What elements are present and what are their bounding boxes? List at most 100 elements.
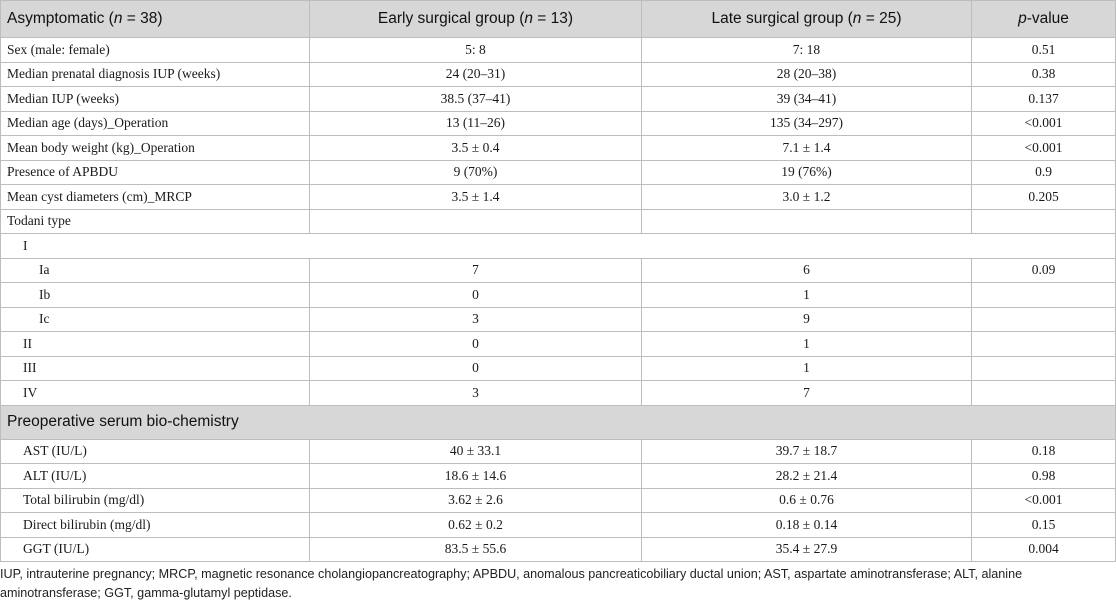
row-label: Ia [0,257,310,283]
early-value: 24 (20–31) [309,61,642,87]
late-value: 19 (76%) [641,159,972,185]
row-label: Presence of APBDU [0,159,310,185]
p-value [971,380,1116,406]
late-value [641,208,972,234]
row-label-todani-i: I [0,233,1116,259]
late-value: 39.7 ± 18.7 [641,438,972,464]
row-label: Ib [0,282,310,308]
table-row: Sex (male: female) 5: 8 7: 18 0.51 [0,37,1116,63]
table-row: Median prenatal diagnosis IUP (weeks) 24… [0,61,1116,87]
late-value: 39 (34–41) [641,86,972,112]
row-label: GGT (IU/L) [0,536,310,562]
section-title: Preoperative serum bio-chemistry [0,404,1116,440]
section-header-row: Preoperative serum bio-chemistry [0,404,1116,440]
table-row: Median age (days)_Operation 13 (11–26) 1… [0,110,1116,136]
table-row: Total bilirubin (mg/dl) 3.62 ± 2.6 0.6 ±… [0,487,1116,513]
p-value: 0.205 [971,184,1116,210]
late-value: 3.0 ± 1.2 [641,184,972,210]
p-value [971,282,1116,308]
late-value: 0.6 ± 0.76 [641,487,972,513]
early-value: 40 ± 33.1 [309,438,642,464]
data-table: Asymptomatic (n = 38) Early surgical gro… [0,0,1116,562]
p-value: 0.98 [971,463,1116,489]
table-row: Todani type [0,208,1116,234]
p-value [971,355,1116,381]
table-row: Direct bilirubin (mg/dl) 0.62 ± 0.2 0.18… [0,512,1116,538]
row-label: AST (IU/L) [0,438,310,464]
row-label: III [0,355,310,381]
early-value: 13 (11–26) [309,110,642,136]
table-header: Asymptomatic (n = 38) Early surgical gro… [0,0,1116,38]
table-row: Mean body weight (kg)_Operation 3.5 ± 0.… [0,135,1116,161]
table-row: Mean cyst diameters (cm)_MRCP 3.5 ± 1.4 … [0,184,1116,210]
early-value: 3.5 ± 1.4 [309,184,642,210]
p-value: 0.38 [971,61,1116,87]
late-value: 28 (20–38) [641,61,972,87]
early-value: 3.62 ± 2.6 [309,487,642,513]
early-value: 3 [309,306,642,332]
p-value [971,306,1116,332]
p-value: <0.001 [971,110,1116,136]
late-value: 135 (34–297) [641,110,972,136]
p-value: 0.004 [971,536,1116,562]
late-value: 9 [641,306,972,332]
p-value [971,331,1116,357]
table-body: Sex (male: female) 5: 8 7: 18 0.51 Media… [0,37,1116,562]
p-value: 0.137 [971,86,1116,112]
row-label: Mean cyst diameters (cm)_MRCP [0,184,310,210]
p-value: <0.001 [971,487,1116,513]
row-label: IV [0,380,310,406]
row-label: II [0,331,310,357]
header-early-surgical-group: Early surgical group (n = 13) [309,0,642,38]
early-value: 5: 8 [309,37,642,63]
early-value: 0.62 ± 0.2 [309,512,642,538]
p-value: 0.09 [971,257,1116,283]
early-value: 0 [309,355,642,381]
early-value [309,208,642,234]
late-value: 0.18 ± 0.14 [641,512,972,538]
table-row: Ia 7 6 0.09 [0,257,1116,283]
late-value: 28.2 ± 21.4 [641,463,972,489]
row-label-todani-type: Todani type [0,208,310,234]
p-value: 0.51 [971,37,1116,63]
table-row: IV 3 7 [0,380,1116,406]
early-value: 3 [309,380,642,406]
table-row: II 0 1 [0,331,1116,357]
row-label: Median IUP (weeks) [0,86,310,112]
row-label: ALT (IU/L) [0,463,310,489]
header-p-value: p-value [971,0,1116,38]
table-row: Median IUP (weeks) 38.5 (37–41) 39 (34–4… [0,86,1116,112]
row-label: Sex (male: female) [0,37,310,63]
late-value: 7 [641,380,972,406]
late-value: 1 [641,282,972,308]
late-value: 6 [641,257,972,283]
p-value: 0.9 [971,159,1116,185]
p-value: 0.18 [971,438,1116,464]
row-label: Total bilirubin (mg/dl) [0,487,310,513]
row-label: Ic [0,306,310,332]
early-value: 18.6 ± 14.6 [309,463,642,489]
row-label: Direct bilirubin (mg/dl) [0,512,310,538]
table-container: Asymptomatic (n = 38) Early surgical gro… [0,0,1116,600]
early-value: 3.5 ± 0.4 [309,135,642,161]
early-value: 83.5 ± 55.6 [309,536,642,562]
p-value: <0.001 [971,135,1116,161]
late-value: 1 [641,355,972,381]
early-value: 7 [309,257,642,283]
late-value: 7.1 ± 1.4 [641,135,972,161]
table-row: Presence of APBDU 9 (70%) 19 (76%) 0.9 [0,159,1116,185]
table-row: AST (IU/L) 40 ± 33.1 39.7 ± 18.7 0.18 [0,438,1116,464]
late-value: 7: 18 [641,37,972,63]
row-label: Median age (days)_Operation [0,110,310,136]
header-asymptomatic: Asymptomatic (n = 38) [0,0,310,38]
p-value: 0.15 [971,512,1116,538]
table-footnote: IUP, intrauterine pregnancy; MRCP, magne… [0,567,1023,600]
table-row: Ic 3 9 [0,306,1116,332]
header-row: Asymptomatic (n = 38) Early surgical gro… [0,0,1116,38]
early-value: 0 [309,282,642,308]
table-row: Ib 0 1 [0,282,1116,308]
row-label: Median prenatal diagnosis IUP (weeks) [0,61,310,87]
late-value: 1 [641,331,972,357]
table-row: ALT (IU/L) 18.6 ± 14.6 28.2 ± 21.4 0.98 [0,463,1116,489]
table-row: GGT (IU/L) 83.5 ± 55.6 35.4 ± 27.9 0.004 [0,536,1116,562]
